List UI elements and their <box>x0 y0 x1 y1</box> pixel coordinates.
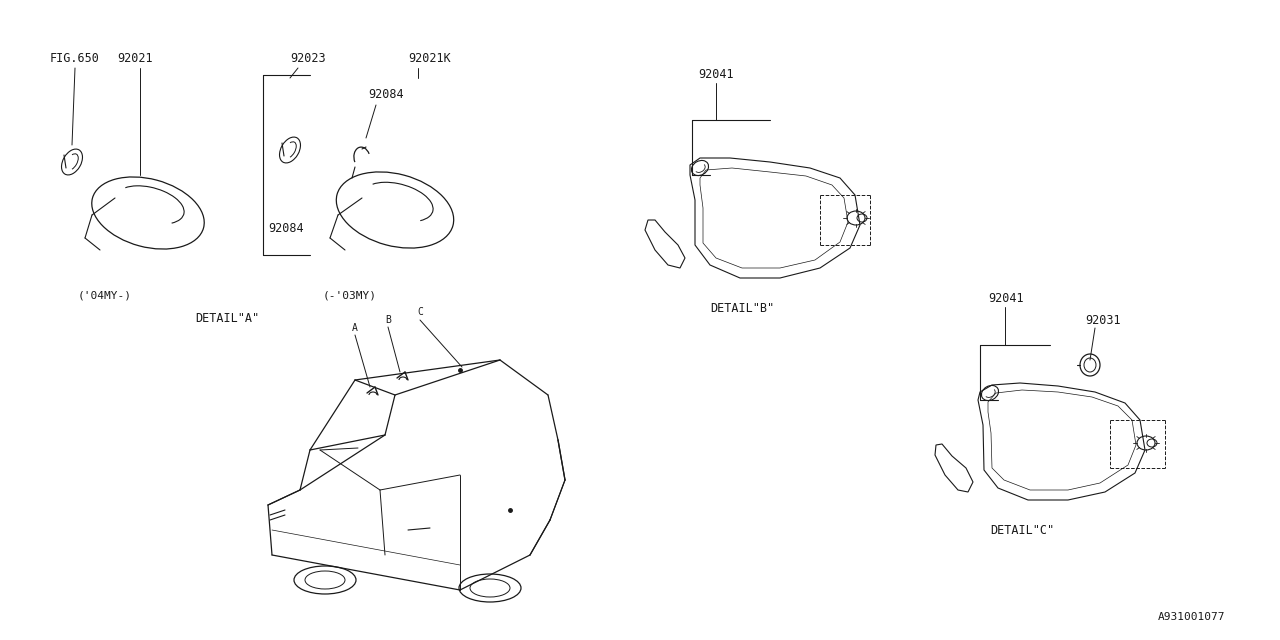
Text: 92041: 92041 <box>988 291 1024 305</box>
Text: (-'03MY): (-'03MY) <box>323 290 378 300</box>
Text: A931001077: A931001077 <box>1157 612 1225 622</box>
Text: 92021: 92021 <box>116 51 152 65</box>
Text: 92023: 92023 <box>291 51 325 65</box>
Text: 92041: 92041 <box>698 68 733 81</box>
Text: ('04MY-): ('04MY-) <box>78 290 132 300</box>
Text: DETAIL"C": DETAIL"C" <box>989 524 1055 536</box>
Text: DETAIL"B": DETAIL"B" <box>710 301 774 314</box>
Text: 92021K: 92021K <box>408 51 451 65</box>
Text: 92084: 92084 <box>369 88 403 102</box>
Text: C: C <box>417 307 422 317</box>
Text: A: A <box>352 323 358 333</box>
Text: 92084: 92084 <box>268 221 303 234</box>
Text: FIG.650: FIG.650 <box>50 51 100 65</box>
Text: 92031: 92031 <box>1085 314 1120 326</box>
Text: B: B <box>385 315 390 325</box>
Text: DETAIL"A": DETAIL"A" <box>195 312 259 324</box>
